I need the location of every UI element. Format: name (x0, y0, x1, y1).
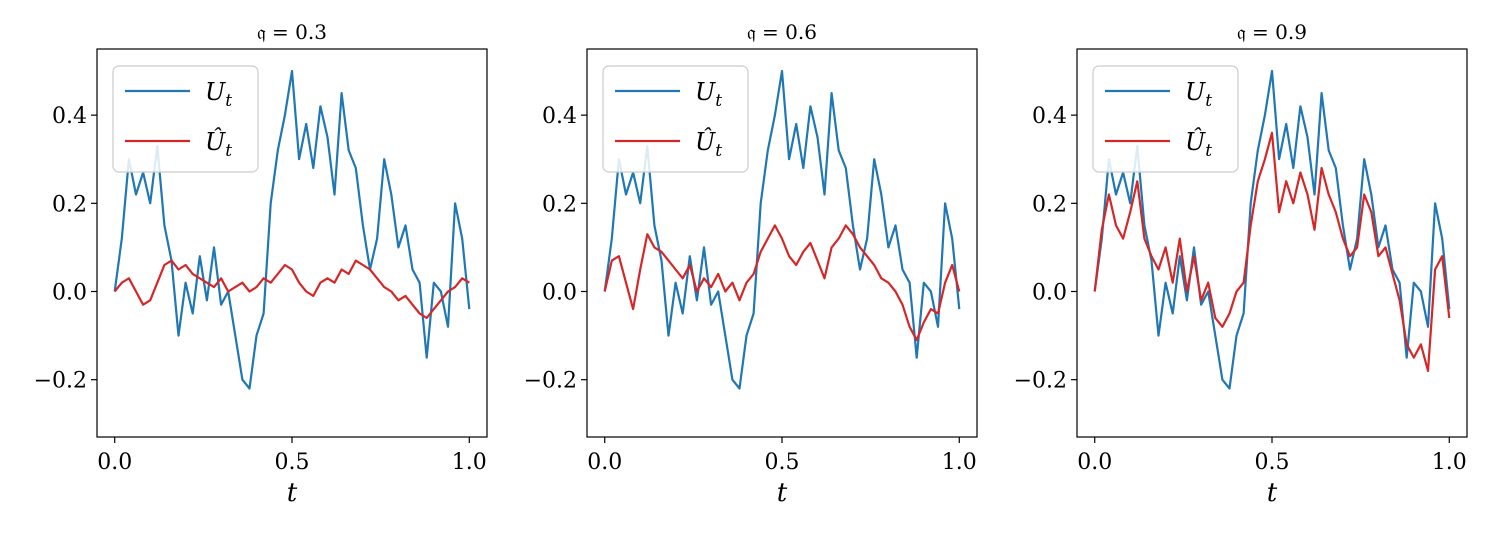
y-tick-label: −0.2 (524, 369, 577, 394)
y-tick-label: 0.0 (542, 281, 577, 306)
y-tick-label: 0.0 (52, 281, 87, 306)
x-tick-label: 0.5 (275, 450, 310, 475)
legend-label-u: Ut (205, 78, 232, 111)
series-line-u-hat (603, 224, 961, 342)
x-tick-label: 0.0 (1077, 450, 1112, 475)
chart-panel-1: 0.0 0.5 1.0 −0.2 0.0 0.2 0.4 t 𝔮 = 0.3 Ut Ût (34, 20, 488, 508)
legend: Ut Ût (112, 65, 259, 173)
x-axis-label: t (1267, 478, 1278, 508)
y-tick-label: 0.4 (1032, 104, 1067, 129)
x-tick-label: 0.0 (587, 450, 622, 475)
series-line-u-hat (113, 259, 470, 320)
legend: Ut Ût (602, 65, 749, 173)
x-tick-label: 1.0 (1432, 450, 1467, 475)
y-tick-label: 0.0 (1032, 281, 1067, 306)
series-line-u-hat (1093, 131, 1451, 372)
x-tick-label: 0.0 (97, 450, 132, 475)
chart-panel-3: 0.0 0.5 1.0 −0.2 0.0 0.2 0.4 t 𝔮 = 0.9 Ut Ût (1014, 20, 1468, 508)
chart-title: 𝔮 = 0.6 (747, 20, 817, 44)
legend: Ut Ût (1092, 65, 1239, 173)
legend-box (112, 65, 259, 173)
x-axis-label: t (287, 478, 298, 508)
legend-label-u-hat: Ût (1185, 127, 1212, 161)
x-tick-label: 0.5 (1255, 450, 1290, 475)
series-line-u (603, 69, 961, 390)
y-tick-label: 0.2 (1032, 192, 1067, 217)
x-tick-label: 1.0 (452, 450, 487, 475)
x-tick-label: 0.5 (765, 450, 800, 475)
legend-box (1092, 65, 1239, 173)
y-tick-label: −0.2 (1014, 369, 1067, 394)
chart-panel-2: 0.0 0.5 1.0 −0.2 0.0 0.2 0.4 t 𝔮 = 0.6 Ut Ût (524, 20, 978, 508)
y-tick-label: 0.2 (52, 192, 87, 217)
legend-label-u: Ut (1185, 78, 1212, 111)
legend-label-u-hat: Ût (205, 127, 232, 161)
y-tick-label: 0.2 (542, 192, 577, 217)
legend-label-u: Ut (695, 78, 722, 111)
legend-label-u-hat: Ût (695, 127, 722, 161)
chart-title: 𝔮 = 0.3 (257, 20, 327, 44)
y-tick-label: −0.2 (34, 369, 87, 394)
legend-box (602, 65, 749, 173)
y-tick-label: 0.4 (52, 104, 87, 129)
x-tick-label: 1.0 (942, 450, 977, 475)
series-line-u (113, 69, 471, 390)
chart-title: 𝔮 = 0.9 (1237, 20, 1307, 44)
x-axis-label: t (777, 478, 788, 508)
series-line-u (1093, 69, 1451, 390)
y-tick-label: 0.4 (542, 104, 577, 129)
